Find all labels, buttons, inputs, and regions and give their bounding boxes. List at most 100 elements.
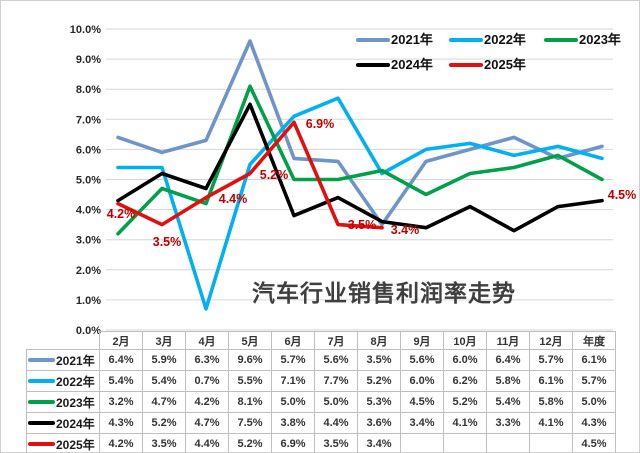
series-swatch-icon <box>28 358 55 362</box>
table-cell: 3.5% <box>357 349 401 371</box>
table-cell: 7.5% <box>228 412 272 434</box>
table-cell: 5.8% <box>529 391 573 413</box>
table-column-header: 12月 <box>529 331 573 350</box>
table-column-header: 5月 <box>228 331 272 350</box>
y-axis-tick: 10.0% <box>70 24 101 36</box>
table-cell: 4.2% <box>99 433 143 452</box>
table-column-header: 4月 <box>185 331 229 350</box>
table-cell: 4.7% <box>142 391 186 413</box>
table-cell: 5.2% <box>228 433 272 452</box>
table-cell: 4.5% <box>400 391 444 413</box>
series-swatch-icon <box>28 442 55 446</box>
table-cell: 4.3% <box>99 412 143 434</box>
legend-label-2021年: 2021年 <box>391 32 433 47</box>
y-axis-tick: 3.0% <box>76 235 101 247</box>
table-cell: 6.0% <box>400 370 444 392</box>
table-cell: 5.6% <box>400 349 444 371</box>
table-header: 2月 3月 4月 5月 6月 7月 8月 9月 10月 11月 12月 年度 <box>27 331 616 350</box>
table-cell <box>443 433 487 452</box>
legend-label-2024年: 2024年 <box>391 57 433 72</box>
profit-margin-table: 2月 3月 4月 5月 6月 7月 8月 9月 10月 11月 12月 年度 2021年 6.4% 5.9… <box>26 331 616 452</box>
legend-label-2022年: 2022年 <box>484 32 526 47</box>
series-name: 2021年 <box>56 353 95 368</box>
table-cell: 7.7% <box>314 370 358 392</box>
data-label: 4.2% <box>107 207 136 221</box>
series-name: 2022年 <box>56 374 95 389</box>
y-axis-ticks: 10.0% 9.0% 8.0% 7.0% 6.0% 5.0% 4.0% 3.0% 2.0% 1.0… <box>70 24 101 337</box>
table-cell: 4.3% <box>572 412 616 434</box>
table-row-2025年: 2025年 4.2% 3.5% 4.4% 5.2% 6.9% 3.5% 3.4% 4.5% <box>26 433 616 452</box>
table-cell: 5.4% <box>486 391 530 413</box>
table-cell: 5.9% <box>142 349 186 371</box>
series-swatch-icon <box>28 400 55 404</box>
series-name: 2025年 <box>56 437 95 452</box>
series-name: 2024年 <box>56 416 95 431</box>
table-cell: 6.4% <box>486 349 530 371</box>
table-cell: 5.7% <box>572 370 616 392</box>
series-line-2024年 <box>116 102 604 233</box>
table-cell: 4.7% <box>185 412 229 434</box>
y-axis-tick: 2.0% <box>76 265 101 277</box>
data-label: 6.9% <box>306 117 335 131</box>
y-axis-tick: 4.0% <box>76 205 101 217</box>
data-label: 4.5% <box>608 188 637 202</box>
table-cell: 7.1% <box>271 370 315 392</box>
data-label: 3.5% <box>348 218 377 232</box>
series-line-2025年 <box>116 120 384 230</box>
series-swatch-icon <box>28 421 55 425</box>
table-row-2022年: 2022年 5.4% 5.4% 0.7% 5.5% 7.1% 7.7% 5.2% 6.0% 6.2… <box>26 370 616 392</box>
table-cell: 4.4% <box>314 412 358 434</box>
data-label: 4.4% <box>219 192 248 206</box>
table-cell: 5.0% <box>271 391 315 413</box>
table-cell: 5.8% <box>486 370 530 392</box>
y-axis-tick: 0.0% <box>76 325 101 337</box>
table-cell: 5.4% <box>142 370 186 392</box>
y-axis-tick: 5.0% <box>76 175 101 187</box>
table-cell: 5.7% <box>271 349 315 371</box>
table-column-header: 8月 <box>357 331 401 350</box>
row-label-2022年: 2022年 <box>26 370 100 392</box>
table-column-header: 年度 <box>572 331 616 350</box>
table-cell: 5.4% <box>99 370 143 392</box>
series-line-2021年 <box>116 39 604 227</box>
table-cell: 4.5% <box>572 433 616 452</box>
row-label-2025年: 2025年 <box>26 433 100 452</box>
table-column-header: 11月 <box>486 331 530 350</box>
row-label-2024年: 2024年 <box>26 412 100 434</box>
table-cell <box>529 433 573 452</box>
table-column-header: 2月 <box>99 331 143 350</box>
table-corner-cell <box>27 332 100 350</box>
table-column-header: 6月 <box>271 331 315 350</box>
table-cell: 6.3% <box>185 349 229 371</box>
table-cell: 3.8% <box>271 412 315 434</box>
table-cell: 6.1% <box>529 370 573 392</box>
y-axis-tick: 7.0% <box>76 114 101 126</box>
legend-label-2025年: 2025年 <box>484 57 526 72</box>
table-column-header: 3月 <box>142 331 186 350</box>
table-header-row: 2月 3月 4月 5月 6月 7月 8月 9月 10月 11月 12月 年度 <box>27 331 616 350</box>
table-column-header: 7月 <box>314 331 358 350</box>
table-cell: 6.2% <box>443 370 487 392</box>
table-cell <box>486 433 530 452</box>
y-axis-tick: 8.0% <box>76 84 101 96</box>
data-label: 3.4% <box>391 223 420 237</box>
legend-label-2023年: 2023年 <box>579 32 621 47</box>
table-cell: 3.5% <box>314 433 358 452</box>
table-cell: 6.4% <box>99 349 143 371</box>
table-cell: 6.0% <box>443 349 487 371</box>
table-cell: 5.7% <box>529 349 573 371</box>
series-name: 2023年 <box>56 395 95 410</box>
row-label-2021年: 2021年 <box>26 349 100 371</box>
table-cell: 5.5% <box>228 370 272 392</box>
table-row-2023年: 2023年 3.2% 4.7% 4.2% 8.1% 5.0% 5.0% 5.3% 4.5% 5.2… <box>26 391 616 413</box>
table-row-2021年: 2021年 6.4% 5.9% 6.3% 9.6% 5.7% 5.6% 3.5% 5.6% 6.0… <box>26 349 616 371</box>
legend: 2021年 2022年 2023年 2024年 2025年 <box>356 32 621 72</box>
table-body: 2021年 6.4% 5.9% 6.3% 9.6% 5.7% 5.6% 3.5% 5.6% 6.0… <box>26 349 616 452</box>
chart-title: 汽车行业销售利润率走势 <box>252 280 516 306</box>
table-cell: 6.1% <box>572 349 616 371</box>
table-cell: 9.6% <box>228 349 272 371</box>
table-row-2024年: 2024年 4.3% 5.2% 4.7% 7.5% 3.8% 4.4% 3.6% 3.4% 4.1… <box>26 412 616 434</box>
table-cell: 4.1% <box>529 412 573 434</box>
table-cell: 4.2% <box>185 391 229 413</box>
data-label: 5.2% <box>260 168 289 182</box>
